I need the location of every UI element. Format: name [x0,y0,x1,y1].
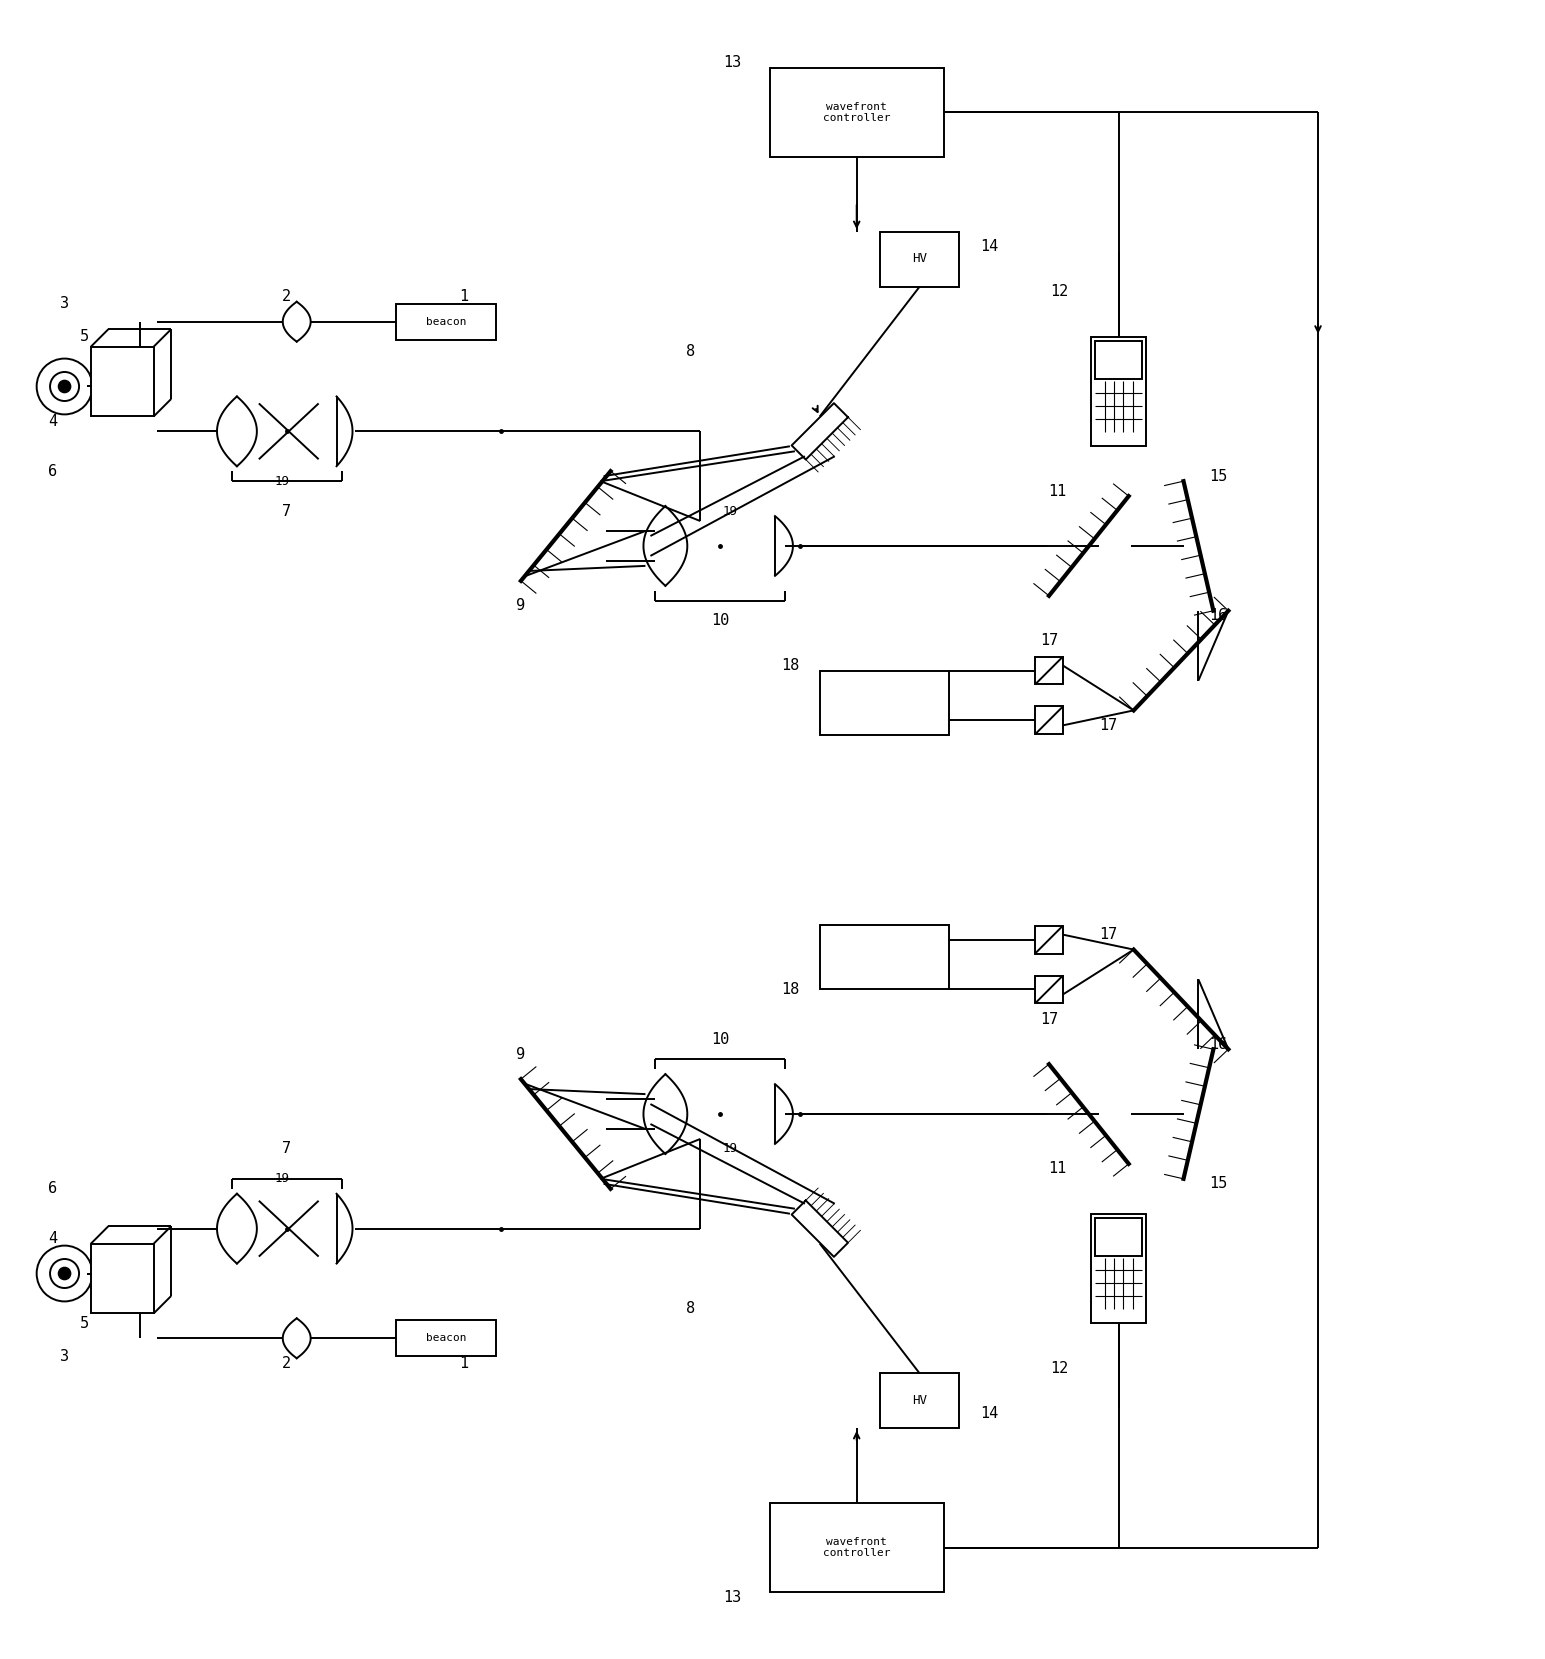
Text: 11: 11 [1048,1161,1066,1176]
Bar [1035,707,1063,735]
Text: beacon: beacon [426,317,467,327]
Text: 10: 10 [711,614,729,629]
Text: 1: 1 [459,289,468,304]
Text: 17: 17 [1100,718,1119,733]
Text: 9: 9 [516,1047,525,1062]
Bar [397,1321,496,1355]
Bar [91,1244,154,1314]
Text: 19: 19 [275,474,289,488]
Text: 7: 7 [283,504,292,519]
Text: 19: 19 [723,1143,737,1155]
Bar [879,1374,959,1428]
Text: 11: 11 [1048,484,1066,499]
Bar [1035,975,1063,1004]
Bar [1091,337,1146,446]
Bar [820,924,949,989]
Bar [820,670,949,735]
Text: 13: 13 [723,1589,742,1604]
Text: 18: 18 [780,659,799,674]
Text: 2: 2 [283,289,292,304]
Bar [1035,657,1063,685]
Text: 15: 15 [1210,1176,1228,1191]
Text: 8: 8 [686,343,695,358]
Bar [91,347,154,416]
Text: 13: 13 [723,55,742,70]
Bar [769,1503,944,1593]
Bar [769,68,944,158]
Text: 19: 19 [723,504,737,518]
Text: 4: 4 [48,413,57,430]
Text: 3: 3 [60,297,70,312]
Text: 19: 19 [275,1173,289,1185]
Text: 5: 5 [80,328,90,343]
Text: 17: 17 [1040,1012,1058,1027]
Text: 7: 7 [283,1141,292,1156]
Text: 14: 14 [980,239,998,254]
Text: beacon: beacon [426,1334,467,1344]
Text: 15: 15 [1210,469,1228,484]
Text: 16: 16 [1210,1037,1228,1052]
Text: 9: 9 [516,599,525,614]
Text: HV: HV [912,252,927,265]
Bar [397,304,496,340]
Text: 5: 5 [80,1316,90,1331]
Bar [1095,1218,1142,1256]
Circle shape [59,1267,71,1279]
Text: 1: 1 [459,1355,468,1370]
Text: 3: 3 [60,1349,70,1364]
Text: 12: 12 [1051,1360,1068,1375]
Text: 10: 10 [711,1032,729,1047]
Text: 16: 16 [1210,609,1228,624]
Text: 18: 18 [780,982,799,997]
Bar [879,232,959,287]
Bar [1095,340,1142,378]
Text: wavefront
controller: wavefront controller [823,101,890,123]
Text: 12: 12 [1051,284,1068,299]
Text: 17: 17 [1100,927,1119,942]
Text: 8: 8 [686,1301,695,1316]
Text: 2: 2 [283,1355,292,1370]
Text: 4: 4 [48,1231,57,1246]
Circle shape [59,380,71,393]
Text: 6: 6 [48,465,57,479]
Bar [1035,926,1063,954]
Text: 17: 17 [1040,634,1058,649]
Text: wavefront
controller: wavefront controller [823,1536,890,1558]
Text: HV: HV [912,1394,927,1407]
Bar [1091,1214,1146,1324]
Text: 6: 6 [48,1181,57,1196]
Text: 14: 14 [980,1405,998,1420]
